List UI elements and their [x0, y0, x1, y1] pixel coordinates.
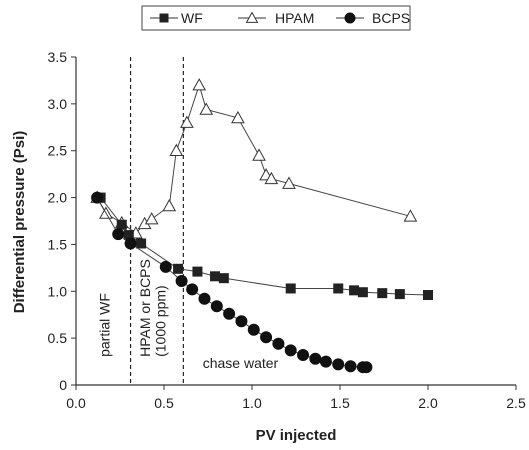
- y-tick-label: 2.0: [48, 190, 68, 206]
- legend-item-wf: WF: [150, 10, 203, 26]
- legend-swatch-marker: [159, 13, 169, 23]
- hpam-point: [252, 148, 266, 161]
- bcps-point: [124, 237, 137, 250]
- bcps-point: [332, 358, 345, 371]
- wf-point: [377, 288, 388, 299]
- wf-point: [423, 290, 433, 301]
- hpam-point: [282, 176, 296, 189]
- legend-swatch-marker: [344, 12, 356, 24]
- series-hpam: [90, 78, 418, 239]
- x-tick-label: 0.0: [66, 395, 86, 411]
- bcps-point: [344, 360, 357, 373]
- legend-swatch-marker: [245, 11, 259, 23]
- wf-point: [218, 273, 229, 284]
- hpam-point: [199, 102, 214, 115]
- bcps-point: [223, 307, 236, 320]
- wf-point: [136, 238, 147, 249]
- x-tick-label: 0.5: [154, 395, 174, 411]
- legend: WF HPAM BCPS: [141, 5, 411, 31]
- legend-label: HPAM: [275, 10, 314, 26]
- bcps-point: [175, 274, 188, 287]
- bcps-point: [198, 292, 211, 305]
- y-tick-label: 1.5: [48, 236, 68, 252]
- bcps-point: [272, 337, 285, 350]
- wf-point: [357, 287, 368, 298]
- legend-item-bcps: BCPS: [336, 10, 410, 26]
- x-axis-title: PV injected: [256, 427, 337, 444]
- plot-area: partial WF HPAM or BCPS (1000 ppm) chase wa…: [90, 57, 433, 385]
- series-bcps: [91, 191, 373, 374]
- bcps-point: [159, 260, 172, 273]
- bcps-point: [260, 331, 273, 344]
- bcps-point: [319, 355, 332, 368]
- bcps-point: [247, 323, 260, 336]
- hpam-point: [192, 78, 207, 91]
- bcps-point: [112, 228, 125, 241]
- y-tick-label: 1.0: [48, 283, 68, 299]
- bcps-point: [360, 361, 373, 374]
- hpam-point: [231, 110, 245, 124]
- wf-point: [285, 283, 296, 294]
- wf-point: [116, 219, 127, 230]
- x-tick-label: 2.0: [418, 395, 438, 411]
- bcps-point: [91, 191, 104, 204]
- bcps-point: [210, 300, 223, 313]
- legend-label: BCPS: [372, 10, 410, 26]
- wf-point: [192, 266, 203, 277]
- bcps-point: [186, 283, 199, 296]
- hpam-point: [264, 171, 279, 185]
- annotation-label: (1000 ppm): [153, 285, 169, 357]
- annotation-label: chase water: [203, 355, 279, 371]
- y-tick-label: 3.0: [48, 96, 68, 112]
- y-axis-title: Differential pressure (Psi): [11, 131, 28, 314]
- x-tick-label: 1.5: [330, 395, 350, 411]
- annotation-label: HPAM or BCPS: [137, 259, 153, 357]
- x-tick-label: 1.0: [242, 395, 262, 411]
- hpam-point: [144, 212, 159, 225]
- hpam-point: [169, 143, 184, 157]
- wf-point: [173, 263, 184, 274]
- annotation-label: partial WF: [96, 293, 112, 357]
- y-tick-label: 0.5: [48, 330, 68, 346]
- legend-frame: [141, 5, 411, 31]
- bcps-point: [284, 344, 297, 357]
- wf-point: [394, 289, 405, 300]
- wf-point: [333, 283, 344, 294]
- y-tick-label: 3.5: [48, 49, 68, 65]
- legend-item-hpam: HPAM: [238, 10, 314, 26]
- y-tick-label: 0: [59, 377, 67, 393]
- hpam-point: [162, 198, 177, 212]
- wf-point: [349, 285, 360, 296]
- bcps-point: [297, 349, 310, 362]
- wf-point: [210, 271, 221, 282]
- bcps-point: [309, 352, 322, 365]
- axes: 0.0 0.5 1.0 1.5 2.0 2.5 0 0.5 1.0 1.5 2.0 2.5 3.0 3.5: [48, 49, 526, 411]
- legend-label: WF: [181, 10, 203, 26]
- hpam-point: [180, 115, 194, 128]
- x-tick-label: 2.5: [506, 395, 526, 411]
- hpam-point: [403, 209, 418, 222]
- y-tick-label: 2.5: [48, 143, 68, 159]
- bcps-point: [235, 315, 248, 328]
